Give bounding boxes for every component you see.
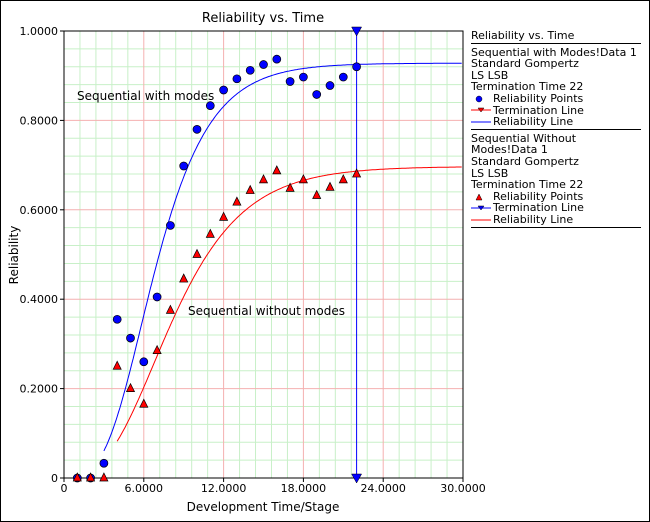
reliability-point-without-modes xyxy=(165,304,175,314)
y-tick-label: 0.8000 xyxy=(20,114,59,127)
x-axis-label: Development Time/Stage xyxy=(187,500,340,514)
blue-line-icon xyxy=(471,117,493,127)
x-tick-label: 6.0000 xyxy=(125,482,164,495)
reliability-point-without-modes xyxy=(219,211,229,221)
legend-term-label: Termination Line xyxy=(493,103,584,117)
reliability-point-without-modes xyxy=(112,360,122,370)
reliability-point-with-modes xyxy=(179,161,189,171)
reliability-point-with-modes xyxy=(192,124,202,134)
reliability-point-without-modes xyxy=(272,165,282,175)
legend-series-name: Sequential with Modes!Data 1 xyxy=(471,45,637,59)
legend-termination-time: Termination Time 22 xyxy=(471,80,584,94)
legend-rel-label: Reliability Line xyxy=(493,212,574,226)
reliability-point-without-modes xyxy=(285,182,295,192)
reliability-point-without-modes xyxy=(152,344,162,354)
reliability-line-with-modes xyxy=(103,62,462,452)
legend: Reliability vs. Time Sequential with Mod… xyxy=(471,30,641,231)
reliability-point-without-modes xyxy=(99,472,109,482)
annotation-without-modes: Sequential without modes xyxy=(188,304,345,318)
reliability-point-with-modes xyxy=(285,77,295,86)
reliability-point-without-modes xyxy=(245,184,255,194)
reliability-point-with-modes xyxy=(259,60,268,69)
blue-termination-line-icon xyxy=(471,203,493,213)
legend-title: Reliability vs. Time xyxy=(471,29,575,42)
y-tick-label: 1.0000 xyxy=(20,25,59,38)
legend-method: LS LSB xyxy=(471,166,509,180)
reliability-point-with-modes xyxy=(272,54,282,64)
reliability-point-without-modes xyxy=(338,174,348,184)
termination-marker-top xyxy=(351,26,363,37)
reliability-point-with-modes xyxy=(232,74,242,84)
reliability-point-without-modes xyxy=(325,181,335,191)
reliability-point-without-modes xyxy=(312,189,322,199)
reliability-point-with-modes xyxy=(205,101,215,110)
legend-model: Standard Gompertz xyxy=(471,154,579,168)
reliability-point-without-modes xyxy=(179,273,189,283)
reliability-point-with-modes xyxy=(312,90,322,99)
reliability-point-without-modes xyxy=(139,398,149,408)
plot-border xyxy=(63,30,464,479)
x-tick-label: 12.0000 xyxy=(201,482,247,495)
y-tick-label: 0 xyxy=(51,472,58,485)
reliability-point-without-modes xyxy=(72,472,82,482)
reliability-point-with-modes xyxy=(166,221,175,230)
red-line-icon xyxy=(471,215,493,225)
reliability-point-with-modes xyxy=(219,85,228,95)
x-tick-label: 18.0000 xyxy=(281,482,327,495)
x-tick-label: 24.0000 xyxy=(360,482,406,495)
red-triangle-icon xyxy=(471,192,493,202)
reliability-point-with-modes xyxy=(299,72,308,82)
x-tick-label: 0 xyxy=(61,482,68,495)
legend-group-without-modes: Sequential Without Modes!Data 1 Standard… xyxy=(471,131,641,226)
legend-points-label: Reliability Points xyxy=(493,189,584,203)
reliability-point-with-modes xyxy=(152,292,162,302)
chart-title: Reliability vs. Time xyxy=(202,11,324,26)
reliability-point-without-modes xyxy=(232,196,242,206)
legend-points-label: Reliability Points xyxy=(493,91,584,105)
reliability-point-with-modes xyxy=(352,62,361,72)
reliability-point-without-modes xyxy=(205,228,215,238)
termination-marker-bottom xyxy=(351,473,363,484)
legend-termination-time: Termination Time 22 xyxy=(471,178,584,192)
reliability-point-without-modes xyxy=(258,174,269,184)
legend-rel-label: Reliability Line xyxy=(493,115,574,129)
y-tick-label: 0.6000 xyxy=(20,204,59,217)
annotation-with-modes: Sequential with modes xyxy=(77,89,214,103)
y-axis-label: Reliability xyxy=(7,226,21,285)
reliability-point-with-modes xyxy=(139,357,149,367)
blue-circle-icon xyxy=(471,94,493,104)
red-termination-line-icon xyxy=(471,105,493,115)
legend-series-name: Sequential Without Modes!Data 1 xyxy=(471,131,577,157)
reliability-point-with-modes xyxy=(112,314,122,324)
reliability-point-without-modes xyxy=(298,174,308,184)
x-tick-label: 30.0000 xyxy=(440,482,486,495)
reliability-point-with-modes xyxy=(99,458,109,468)
reliability-point-without-modes xyxy=(86,472,96,482)
reliability-point-with-modes xyxy=(338,72,348,82)
reliability-point-without-modes xyxy=(192,248,202,258)
legend-group-with-modes: Sequential with Modes!Data 1 Standard Go… xyxy=(471,45,641,129)
legend-term-label: Termination Line xyxy=(493,201,584,215)
reliability-point-with-modes xyxy=(126,333,135,343)
reliability-point-without-modes xyxy=(352,168,362,178)
legend-model: Standard Gompertz xyxy=(471,57,579,71)
reliability-point-with-modes xyxy=(325,81,335,90)
legend-method: LS LSB xyxy=(471,68,509,82)
reliability-point-without-modes xyxy=(125,382,136,392)
y-tick-label: 0.2000 xyxy=(20,383,59,396)
y-tick-label: 0.4000 xyxy=(20,293,59,306)
reliability-point-with-modes xyxy=(245,65,255,75)
